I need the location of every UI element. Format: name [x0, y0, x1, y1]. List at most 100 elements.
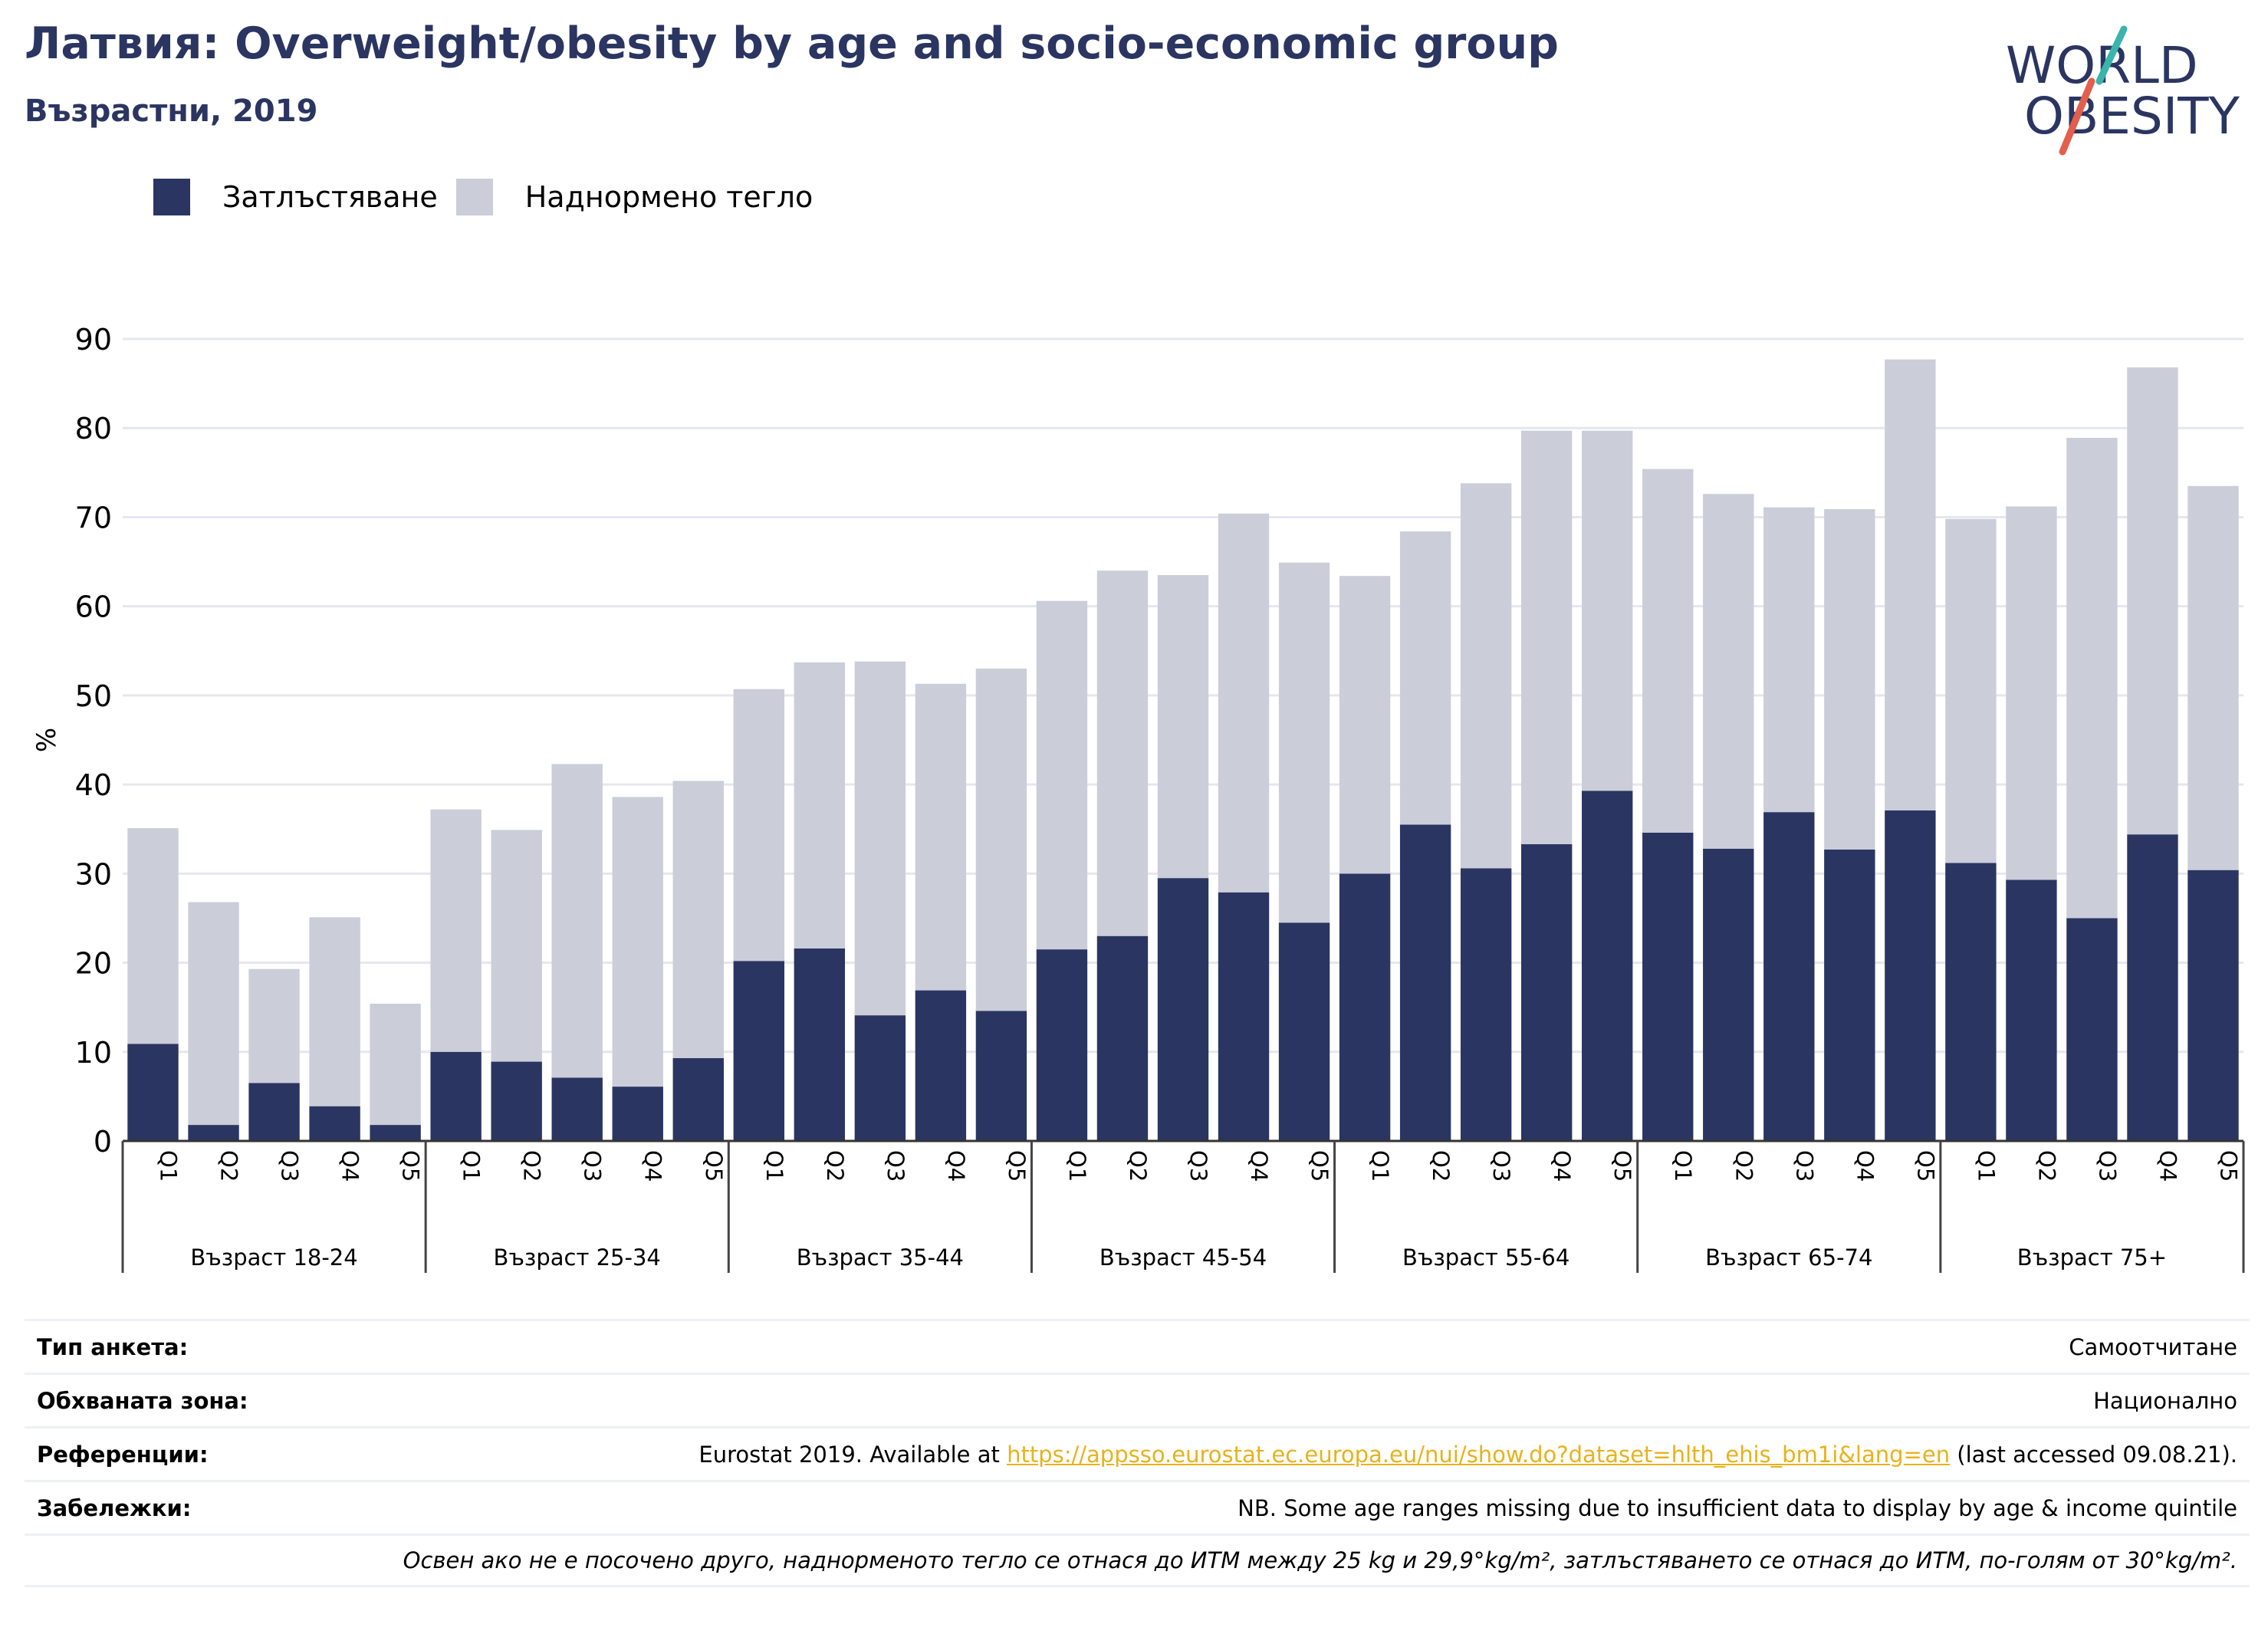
references-prefix: Eurostat 2019. Available at [698, 1441, 1007, 1468]
references-value: Eurostat 2019. Available at https://apps… [698, 1442, 2237, 1468]
x-tick-label: Q4 [1246, 1150, 1272, 1182]
bar-overweight [2006, 506, 2057, 880]
group-label: Възраст 35-44 [797, 1244, 964, 1271]
x-tick-label: Q2 [822, 1150, 848, 1182]
group-label: Възраст 65-74 [1705, 1244, 1872, 1271]
bar-overweight [1763, 507, 1815, 813]
y-tick-label: 30 [75, 857, 112, 891]
x-tick-label: Q3 [1791, 1150, 1817, 1182]
bar-overweight [1520, 430, 1573, 844]
bar-overweight [309, 917, 360, 1106]
bar-obesity [2006, 879, 2057, 1141]
x-tick-label: Q3 [277, 1150, 303, 1182]
legend-label-overweight: Наднормено тегло [524, 180, 814, 214]
survey-type-label: Тип анкета: [37, 1333, 189, 1360]
x-tick-label: Q5 [701, 1150, 727, 1182]
references-link[interactable]: https://appsso.eurostat.ec.europa.eu/nui… [1007, 1441, 1951, 1468]
bar-overweight [188, 902, 239, 1126]
bar-obesity [1763, 812, 1815, 1141]
logo-line-obesity: OBESITY [2024, 87, 2240, 146]
legend-swatch-obesity [153, 179, 190, 215]
info-table: Тип анкета: Самоотчитане Обхваната зона:… [25, 1319, 2250, 1587]
bar-overweight [1036, 600, 1088, 950]
chart-title: Латвия: Overweight/obesity by age and so… [25, 18, 1559, 69]
bar-obesity [915, 990, 967, 1141]
bar-overweight [1218, 513, 1270, 893]
x-tick-label: Q1 [459, 1150, 485, 1182]
x-tick-label: Q5 [398, 1150, 424, 1182]
bar-overweight [491, 830, 542, 1062]
bar-obesity [1703, 848, 1754, 1141]
bar-overweight [370, 1004, 421, 1126]
bar-obesity [854, 1015, 906, 1141]
world-obesity-logo: WORLD OBESITY [2006, 25, 2240, 156]
x-tick-label: Q5 [1912, 1150, 1938, 1182]
bar-overweight [915, 683, 967, 991]
logo-slash-red [2059, 77, 2095, 156]
info-row-survey-type: Тип анкета: Самоотчитане [25, 1319, 2250, 1373]
x-tick-label: Q5 [1609, 1150, 1635, 1182]
bar-overweight [733, 689, 784, 962]
bar-obesity [1824, 849, 1875, 1141]
chart-legend: Затлъстяване Наднормено тегло [153, 178, 831, 216]
bar-overweight [551, 764, 603, 1078]
bar-obesity [794, 948, 846, 1141]
bar-overweight [1824, 508, 1875, 850]
notes-label: Забележки: [37, 1494, 192, 1521]
bar-overweight [127, 828, 179, 1044]
x-tick-label: Q2 [1428, 1150, 1454, 1182]
x-tick-label: Q1 [1367, 1150, 1393, 1182]
x-tick-label: Q3 [580, 1150, 606, 1182]
bar-obesity [127, 1044, 179, 1141]
stacked-bar-chart: 0 10 20 30 40 50 60 70 80 90% Q1 Q2 Q3 Q4 Q5 Q1 Q2 Q3 Q4 Q5… [31, 323, 2245, 1273]
x-tick-label: Q2 [1125, 1150, 1151, 1182]
y-tick-label: 80 [75, 412, 112, 445]
bar-overweight [1945, 518, 1997, 863]
bar-overweight [612, 797, 663, 1087]
bar-obesity [1399, 824, 1451, 1141]
bar-obesity [2127, 834, 2178, 1141]
bar-overweight [794, 662, 846, 949]
bar-overweight [1885, 359, 1936, 810]
legend-label-obesity: Затлъстяване [222, 180, 438, 214]
x-tick-label: Q1 [761, 1150, 787, 1182]
bmi-definition-note: Освен ако не е посочено друго, наднормен… [403, 1547, 2237, 1573]
bar-overweight [2127, 367, 2178, 835]
bar-obesity [491, 1061, 542, 1141]
legend-item-obesity: Затлъстяване [153, 179, 438, 215]
survey-type-value: Самоотчитане [2069, 1333, 2237, 1360]
bar-obesity [733, 961, 784, 1141]
bar-obesity [2187, 870, 2239, 1141]
bar-overweight [1460, 483, 1512, 869]
bar-overweight [1399, 531, 1451, 825]
x-tick-label: Q4 [1549, 1150, 1575, 1182]
group-label: Възраст 75+ [2017, 1244, 2167, 1271]
bar-obesity [1339, 873, 1391, 1141]
y-tick-label: 70 [75, 501, 112, 534]
info-row-notes: Забележки: NB. Some age ranges missing d… [25, 1480, 2250, 1534]
bar-obesity [1885, 810, 1936, 1141]
bar-obesity [1096, 935, 1149, 1141]
bar-overweight [854, 661, 906, 1016]
x-tick-label: Q5 [1307, 1150, 1333, 1182]
legend-swatch-overweight [455, 179, 493, 215]
x-tick-label: Q2 [519, 1150, 545, 1182]
info-row-references: Референции: Eurostat 2019. Available at … [25, 1426, 2250, 1480]
x-tick-label: Q4 [943, 1150, 969, 1182]
x-tick-label: Q1 [1973, 1150, 1999, 1182]
bar-overweight [248, 968, 300, 1083]
bar-obesity [551, 1077, 603, 1141]
references-label: Референции: [37, 1441, 209, 1468]
x-tick-label: Q3 [1488, 1150, 1514, 1182]
y-tick-label: 50 [75, 679, 112, 713]
y-tick-label: 10 [75, 1036, 112, 1070]
bar-overweight [2187, 485, 2239, 870]
bar-obesity [1520, 843, 1573, 1141]
bar-overweight [672, 781, 724, 1058]
x-tick-label: Q2 [1731, 1150, 1757, 1182]
bar-obesity [672, 1057, 724, 1141]
bar-obesity [309, 1106, 360, 1141]
y-tick-label: 60 [75, 590, 112, 624]
x-tick-label: Q4 [1852, 1150, 1878, 1182]
x-tick-label: Q1 [1064, 1150, 1090, 1182]
